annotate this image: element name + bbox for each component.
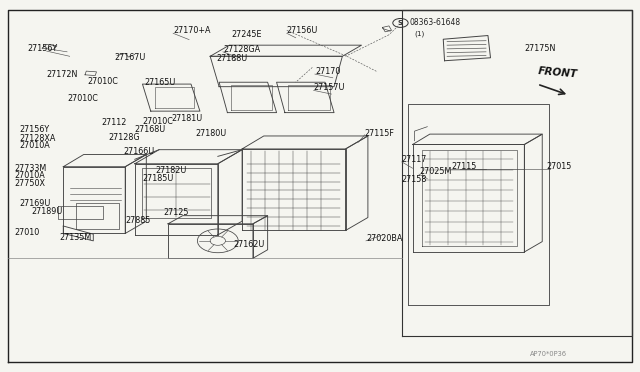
Text: 27010A: 27010A <box>20 141 51 151</box>
Text: 08363-61648: 08363-61648 <box>410 19 461 28</box>
Text: 27010C: 27010C <box>87 77 118 86</box>
Text: 27750X: 27750X <box>15 179 45 187</box>
Text: 27175N: 27175N <box>524 44 556 53</box>
Text: 27125: 27125 <box>164 208 189 217</box>
Text: 27885: 27885 <box>125 216 150 225</box>
Text: 27170: 27170 <box>315 67 340 76</box>
Text: 27165U: 27165U <box>145 78 176 87</box>
Text: 27245E: 27245E <box>232 29 262 39</box>
Text: 27010A: 27010A <box>15 171 45 180</box>
Text: 27166U: 27166U <box>124 147 154 156</box>
Text: AP70*0P36: AP70*0P36 <box>529 351 566 357</box>
Text: 27162U: 27162U <box>234 240 265 249</box>
Text: 27167U: 27167U <box>115 52 146 61</box>
Text: 27172N: 27172N <box>47 70 78 79</box>
Text: 27015: 27015 <box>547 162 572 171</box>
Text: 27156Y: 27156Y <box>28 44 58 53</box>
Text: 27182U: 27182U <box>156 166 187 175</box>
Text: 27181U: 27181U <box>172 114 203 123</box>
Text: 27158: 27158 <box>402 175 427 184</box>
Text: 27115: 27115 <box>451 162 476 171</box>
Text: 27185U: 27185U <box>143 174 174 183</box>
Text: FRONT: FRONT <box>537 66 577 79</box>
Text: 27115F: 27115F <box>365 129 395 138</box>
Text: 27169U: 27169U <box>20 199 51 208</box>
Text: 27189U: 27189U <box>31 207 63 216</box>
Text: 27168U: 27168U <box>135 125 166 134</box>
Text: 27112: 27112 <box>102 118 127 127</box>
Text: 27010: 27010 <box>15 228 40 237</box>
Text: 27135M: 27135M <box>60 233 92 243</box>
Text: 27117: 27117 <box>402 155 427 164</box>
Text: 27180U: 27180U <box>195 129 227 138</box>
Text: 27157U: 27157U <box>314 83 345 92</box>
Text: 27010C: 27010C <box>68 94 99 103</box>
Text: 27128GA: 27128GA <box>223 45 260 54</box>
Text: 27010C: 27010C <box>143 117 173 126</box>
Text: 27020BA: 27020BA <box>366 234 403 243</box>
Text: 27156U: 27156U <box>287 26 318 35</box>
Text: 27128G: 27128G <box>108 132 140 142</box>
Text: 27188U: 27188U <box>216 54 248 62</box>
Text: 27156Y: 27156Y <box>20 125 50 134</box>
Text: 27025M: 27025M <box>419 167 451 176</box>
Text: 27128XA: 27128XA <box>20 134 56 143</box>
Text: 27170+A: 27170+A <box>173 26 211 35</box>
Text: 27733M: 27733M <box>15 164 47 173</box>
Text: S: S <box>398 20 403 26</box>
Text: (1): (1) <box>415 31 425 37</box>
